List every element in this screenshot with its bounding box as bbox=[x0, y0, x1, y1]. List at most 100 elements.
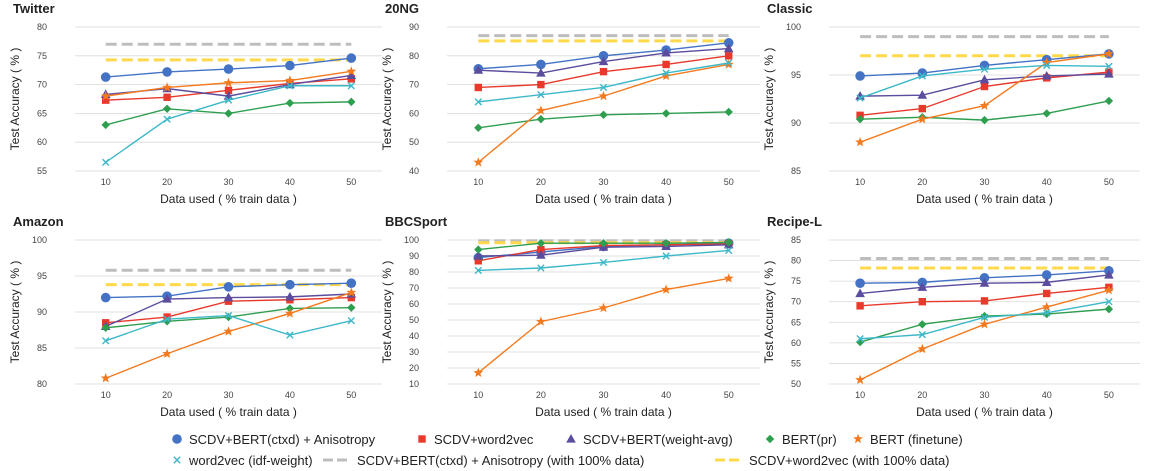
y-tick-label: 85 bbox=[791, 166, 801, 176]
y-tick-label: 50 bbox=[409, 315, 419, 325]
x-tick-label: 20 bbox=[917, 177, 927, 187]
y-tick-label: 75 bbox=[37, 51, 47, 61]
panel-title: 20NG bbox=[385, 1, 419, 16]
x-tick-label: 40 bbox=[1042, 390, 1052, 400]
data-point-s1 bbox=[536, 59, 546, 70]
data-point-s5 bbox=[346, 287, 357, 297]
x-tick-label: 50 bbox=[346, 177, 356, 187]
data-point-s2 bbox=[662, 60, 670, 69]
y-tick-label: 70 bbox=[791, 297, 801, 307]
data-point-s4 bbox=[599, 110, 608, 120]
data-point-s5 bbox=[1041, 57, 1052, 67]
data-point-s4 bbox=[101, 120, 110, 130]
data-point-s1 bbox=[855, 278, 865, 289]
y-tick-label: 20 bbox=[409, 363, 419, 373]
data-point-s4 bbox=[661, 239, 671, 248]
series-line-s5 bbox=[477, 277, 729, 374]
data-point-s6 bbox=[856, 335, 864, 343]
data-point-s6 bbox=[537, 264, 545, 272]
x-tick-label: 30 bbox=[598, 390, 608, 400]
y-tick-label: 85 bbox=[791, 235, 801, 245]
data-point-s4 bbox=[918, 320, 927, 329]
data-point-s1 bbox=[100, 292, 111, 303]
y-tick-label: 40 bbox=[409, 166, 419, 176]
data-point-s3 bbox=[223, 292, 234, 302]
x-tick-label: 30 bbox=[223, 177, 233, 187]
data-point-s3 bbox=[285, 291, 295, 301]
legend-label-s2: SCDV+word2vec bbox=[434, 432, 534, 447]
data-point-s5 bbox=[162, 82, 173, 92]
y-tick-label: 80 bbox=[37, 379, 47, 389]
data-point-s4 bbox=[1042, 109, 1051, 118]
data-point-s6 bbox=[1043, 61, 1051, 70]
y-tick-label: 100 bbox=[32, 235, 47, 245]
data-point-s5 bbox=[100, 373, 111, 383]
series-line-s5 bbox=[105, 291, 352, 379]
data-point-s4 bbox=[536, 239, 546, 248]
data-point-s5 bbox=[284, 75, 295, 85]
x-tick-label: 20 bbox=[917, 390, 927, 400]
data-point-s6 bbox=[980, 65, 989, 73]
y-tick-label: 90 bbox=[37, 307, 47, 317]
y-tick-label: 90 bbox=[409, 22, 419, 32]
data-point-s6 bbox=[1105, 62, 1113, 71]
panel-title: Amazon bbox=[13, 214, 64, 229]
data-point-s6 bbox=[286, 331, 294, 339]
y-tick-label: 10 bbox=[409, 379, 419, 389]
y-tick-label: 80 bbox=[409, 267, 419, 277]
x-tick-label: 10 bbox=[101, 390, 111, 400]
y-tick-label: 90 bbox=[409, 251, 419, 261]
panel-title: Twitter bbox=[13, 1, 55, 16]
data-point-s4 bbox=[474, 245, 483, 254]
data-point-s5 bbox=[535, 316, 546, 326]
data-point-s5 bbox=[661, 70, 672, 81]
data-point-s6 bbox=[918, 72, 926, 80]
data-point-s3 bbox=[855, 288, 865, 298]
data-point-s5 bbox=[346, 66, 357, 76]
data-point-s1 bbox=[285, 60, 295, 71]
chart-panel-5: BBCSport 10 20 30 40 50 60 70 80 90 100 10 20 30 40 50 D… bbox=[380, 214, 760, 419]
y-tick-label: 90 bbox=[791, 118, 801, 128]
chart-panel-4: Amazon 80 85 90 95 100 10 20 30 40 50 Data used ( %… bbox=[8, 214, 382, 419]
data-point-s4 bbox=[1042, 309, 1051, 319]
y-tick-label: 65 bbox=[791, 317, 801, 327]
x-tick-label: 20 bbox=[536, 390, 546, 400]
y-axis-label: Test Accuracy ( % ) bbox=[762, 48, 776, 151]
y-tick-label: 70 bbox=[409, 283, 419, 293]
data-point-s3 bbox=[598, 56, 609, 66]
data-point-s1 bbox=[100, 72, 111, 82]
y-tick-label: 70 bbox=[409, 80, 419, 90]
data-point-s4 bbox=[855, 114, 865, 124]
data-point-s6 bbox=[980, 313, 989, 322]
data-point-s3 bbox=[661, 47, 671, 57]
x-tick-label: 40 bbox=[661, 177, 671, 187]
x-axis-label: Data used ( % train data ) bbox=[916, 192, 1053, 206]
legend-label-s4: BERT(pr) bbox=[782, 432, 837, 447]
data-point-s6 bbox=[102, 158, 110, 167]
data-point-s3 bbox=[536, 68, 546, 77]
x-tick-label: 10 bbox=[473, 177, 483, 187]
data-point-s5 bbox=[1041, 301, 1052, 312]
data-point-s4 bbox=[661, 109, 671, 118]
y-tick-label: 65 bbox=[37, 108, 47, 118]
data-point-s5 bbox=[855, 137, 866, 147]
data-point-s2 bbox=[918, 104, 926, 113]
data-point-s1 bbox=[346, 53, 357, 63]
y-tick-label: 75 bbox=[791, 276, 801, 286]
y-tick-label: 85 bbox=[37, 343, 47, 353]
data-point-s1 bbox=[723, 38, 734, 48]
data-point-s3 bbox=[1041, 277, 1052, 286]
y-axis-label: Test Accuracy ( % ) bbox=[8, 261, 22, 364]
data-point-s4 bbox=[285, 98, 295, 108]
data-point-s6 bbox=[474, 98, 482, 106]
data-point-s2 bbox=[474, 83, 482, 92]
data-point-s6 bbox=[662, 69, 670, 77]
legend-label-s5: BERT (finetune) bbox=[870, 432, 963, 447]
data-point-s4 bbox=[536, 114, 546, 124]
data-point-s1 bbox=[598, 51, 609, 61]
data-point-s6 bbox=[725, 59, 733, 67]
legend-label-s8: SCDV+word2vec (with 100% data) bbox=[749, 453, 950, 468]
data-point-s1 bbox=[979, 273, 990, 283]
data-point-s5 bbox=[1103, 284, 1114, 295]
